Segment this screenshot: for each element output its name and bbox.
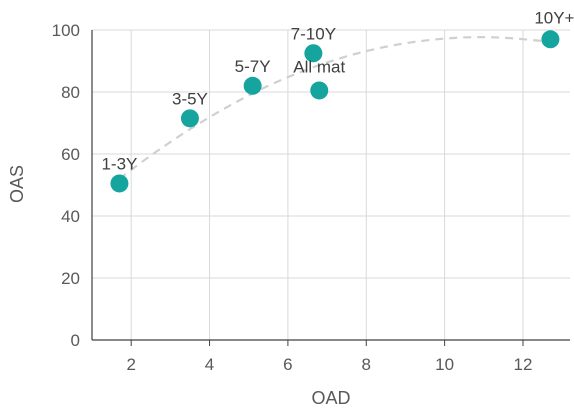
x-tick-label: 4 bbox=[205, 355, 214, 374]
y-tick-label: 20 bbox=[61, 269, 80, 288]
y-tick-label: 100 bbox=[52, 21, 80, 40]
trendline-layer bbox=[118, 36, 551, 180]
data-point bbox=[304, 44, 323, 63]
x-axis-title: OAD bbox=[311, 388, 350, 408]
x-tick-label: 2 bbox=[126, 355, 135, 374]
trendline bbox=[118, 36, 551, 180]
grid-layer bbox=[92, 29, 570, 341]
data-point bbox=[110, 174, 129, 193]
axis-layer: 0 20 40 60 80 100 2 4 6 8 10 12 bbox=[52, 21, 570, 374]
data-point bbox=[243, 76, 262, 95]
point-label: 1-3Y bbox=[101, 154, 137, 173]
y-tick-label: 40 bbox=[61, 207, 80, 226]
data-point bbox=[310, 81, 329, 100]
point-labels-layer: 1-3Y 3-5Y 5-7Y 7-10Y All mat 10Y+ bbox=[101, 8, 574, 173]
x-tick-label: 8 bbox=[362, 355, 371, 374]
data-point bbox=[541, 30, 560, 49]
point-label: All mat bbox=[293, 57, 345, 76]
x-tick-label: 6 bbox=[283, 355, 292, 374]
point-label: 10Y+ bbox=[534, 8, 574, 27]
x-tick-label: 10 bbox=[435, 355, 454, 374]
y-tick-label: 0 bbox=[71, 331, 80, 350]
y-tick-label: 80 bbox=[61, 83, 80, 102]
point-label: 7-10Y bbox=[291, 24, 336, 43]
point-label: 3-5Y bbox=[172, 89, 208, 108]
data-point bbox=[180, 109, 199, 128]
y-axis-title: OAS bbox=[7, 165, 27, 203]
y-tick-label: 60 bbox=[61, 145, 80, 164]
x-tick-label: 12 bbox=[514, 355, 533, 374]
points-layer bbox=[110, 30, 560, 193]
point-label: 5-7Y bbox=[235, 57, 271, 76]
